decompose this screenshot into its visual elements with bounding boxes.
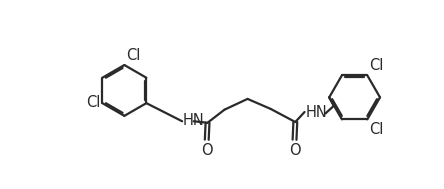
Text: HN: HN (183, 113, 205, 128)
Text: HN: HN (305, 105, 327, 120)
Text: Cl: Cl (86, 95, 100, 110)
Text: Cl: Cl (126, 48, 140, 63)
Text: Cl: Cl (369, 58, 383, 73)
Text: O: O (201, 143, 213, 158)
Text: Cl: Cl (369, 122, 383, 137)
Text: O: O (289, 143, 300, 158)
